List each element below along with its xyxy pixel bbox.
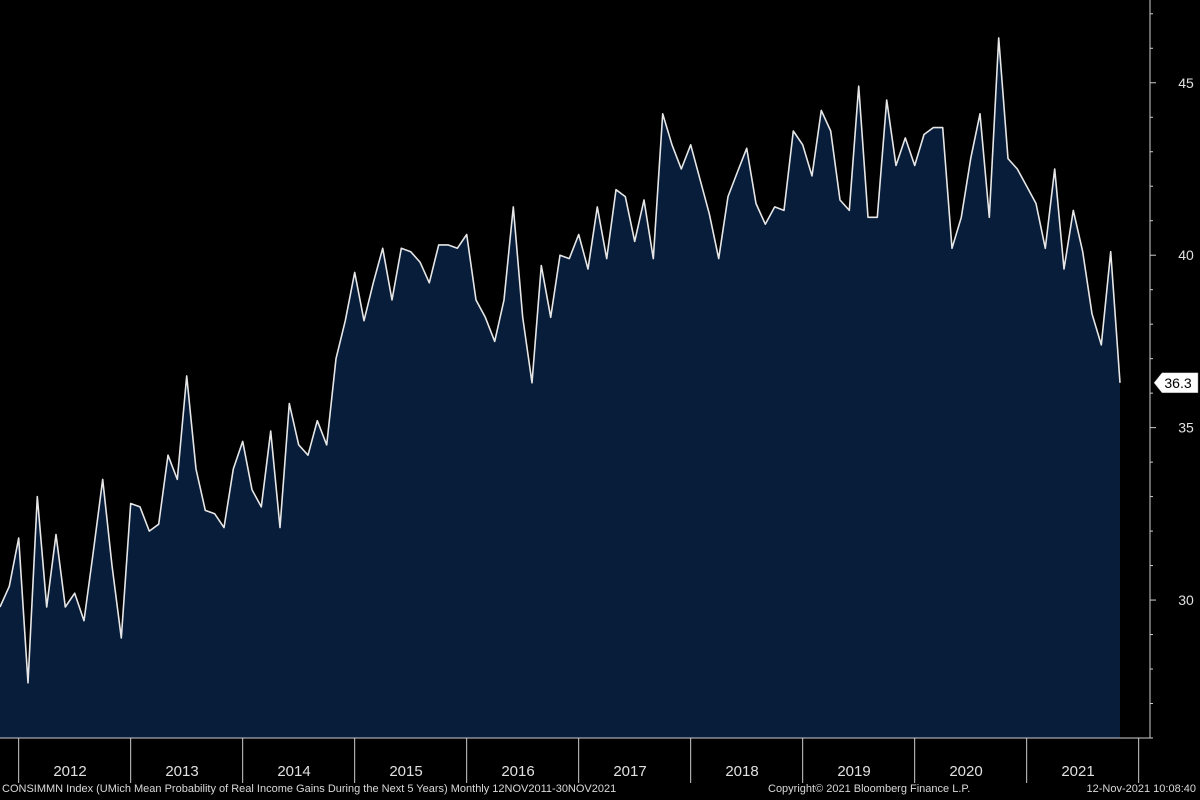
footer-copyright: Copyright© 2021 Bloomberg Finance L.P. xyxy=(768,783,971,795)
y-tick-label: 30 xyxy=(1178,592,1194,608)
x-tick-label: 2014 xyxy=(277,763,310,780)
series-line xyxy=(0,37,1121,684)
x-tick-label: 2017 xyxy=(613,763,646,780)
series-area xyxy=(0,37,1120,738)
y-tick-label: 35 xyxy=(1178,420,1194,436)
last-value-label: 36.3 xyxy=(1164,375,1191,391)
x-tick-label: 2012 xyxy=(53,763,86,780)
x-tick-label: 2020 xyxy=(949,763,982,780)
y-tick-label: 45 xyxy=(1178,75,1194,91)
x-tick-label: 2016 xyxy=(501,763,534,780)
x-tick-label: 2018 xyxy=(725,763,758,780)
last-value-marker xyxy=(1153,372,1199,394)
footer-timestamp: 12-Nov-2021 10:08:40 xyxy=(1086,783,1196,795)
x-tick-label: 2013 xyxy=(165,763,198,780)
y-tick-label: 40 xyxy=(1178,247,1194,263)
x-tick-label: 2015 xyxy=(389,763,422,780)
x-tick-label: 2021 xyxy=(1061,763,1094,780)
footer-index-description: CONSIMMN Index (UMich Mean Probability o… xyxy=(2,783,617,795)
x-tick-label: 2019 xyxy=(837,763,870,780)
